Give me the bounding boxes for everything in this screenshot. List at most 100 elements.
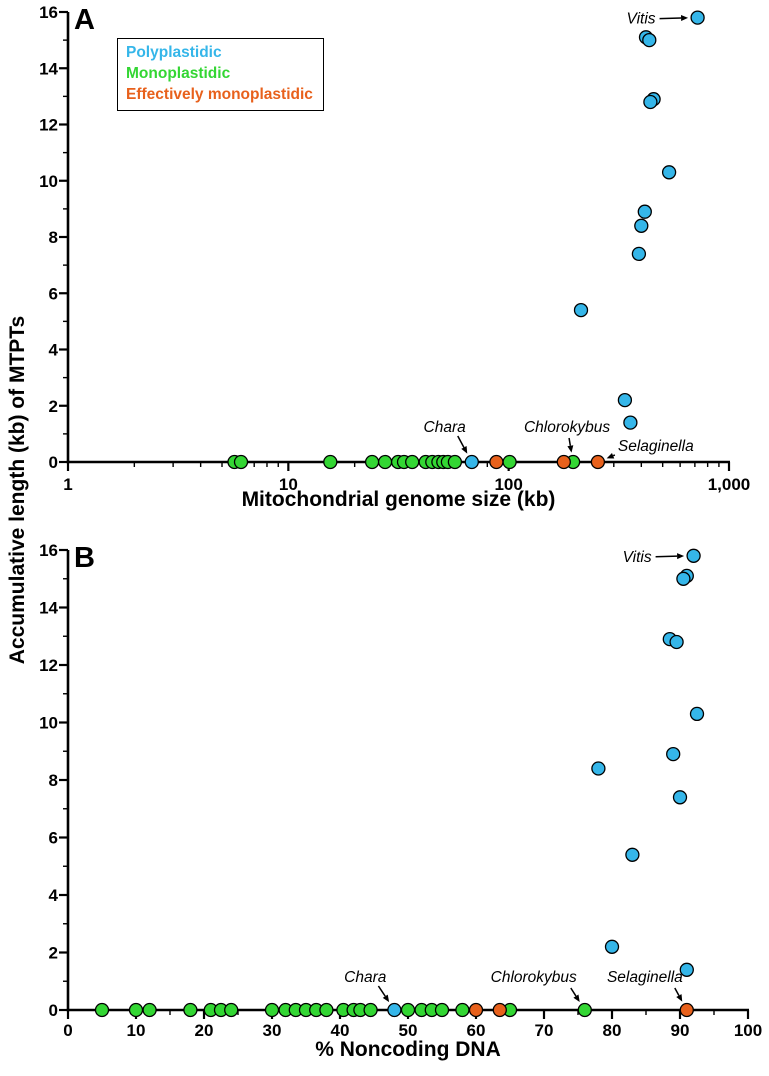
y-tick-label: 8 [49,228,58,247]
monoplastidic-point [323,454,338,470]
monoplastidic-point [128,1002,144,1018]
y-tick-label: 14 [39,59,58,78]
polyplastidic-point [464,454,479,470]
x-tick-label: 0 [63,1021,72,1040]
x-tick-label: 10 [279,475,298,494]
y-tick-label: 6 [49,284,58,303]
x-tick-label: 1 [63,475,72,494]
x-tick-label: 20 [195,1021,214,1040]
x-tick-label: 100 [734,1021,762,1040]
y-tick-label: 0 [49,453,58,472]
monoplastidic-point [377,454,393,470]
polyplastidic-point [689,706,705,722]
panel-b-x-axis-title: % Noncoding DNA [315,1038,501,1061]
effectively_monoplastidic-point [679,1002,694,1018]
y-tick-label: 10 [39,714,58,733]
monoplastidic-point [224,1002,239,1018]
polyplastidic-point [676,571,691,586]
y-tick-label: 6 [49,829,58,848]
x-tick-label: 1,000 [708,475,751,494]
polyplastidic-point [669,634,684,650]
effectively_monoplastidic-point [489,454,504,470]
monoplastidic-point [447,454,463,470]
effectively_monoplastidic-point [556,454,571,470]
panel-a-x-axis-title: Mitochondrial genome size (kb) [241,488,556,511]
x-tick-label: 50 [399,1021,418,1040]
effectively_monoplastidic-point [492,1002,507,1018]
effectively_monoplastidic-point [590,454,606,470]
x-tick-label: 70 [535,1021,554,1040]
monoplastidic-point [183,1002,198,1018]
x-tick-label: 90 [671,1021,690,1040]
monoplastidic-point [400,1002,416,1018]
monoplastidic-point [319,1002,334,1018]
polyplastidic-point [661,165,677,180]
polyplastidic-point [637,204,652,219]
y-tick-label: 16 [39,3,58,22]
monoplastidic-point [94,1002,110,1018]
annotation-arrowhead [606,452,615,459]
annotation-arrowhead [461,446,468,454]
polyplastidic-point [387,1002,402,1018]
x-tick-label: 40 [331,1021,350,1040]
polyplastidic-point [604,939,620,954]
y-tick-label: 4 [49,341,59,360]
annotation-label: Selaginella [618,438,694,455]
polyplastidic-point [679,962,694,977]
annotation-arrow-line [674,987,680,996]
polyplastidic-point [617,392,633,408]
polyplastidic-point [573,302,589,318]
annotation-arrow-line [377,985,386,997]
annotation-label: Vitis [623,549,652,566]
legend-item-polyplastidic: Polyplastidic [126,44,222,61]
monoplastidic-point [142,1002,157,1018]
annotation-arrow-line [570,987,577,997]
legend: Polyplastidic Monoplastidic Effectively … [117,38,324,111]
monoplastidic-point [502,454,517,470]
polyplastidic-point [690,10,705,25]
y-tick-label: 14 [39,599,58,618]
x-tick-label: 80 [603,1021,622,1040]
panel-b: 0 10 20 30 40 50 60 70 80 90 100 0 2 4 6 8 10 12 14 16 Vitis… [0,538,769,1076]
polyplastidic-point [642,32,657,48]
effectively_monoplastidic-point [468,1002,484,1018]
monoplastidic-point [434,1002,450,1018]
annotation-label: Selaginella [607,969,683,986]
monoplastidic-point [405,454,420,470]
annotation-label: Chlorokybus [491,969,577,986]
monoplastidic-point [364,454,380,470]
annotation-arrowhead [573,994,580,1002]
polyplastidic-point [634,218,649,233]
annotation-arrowhead [680,15,689,22]
monoplastidic-point [233,454,249,470]
annotation-arrowhead [676,994,683,1002]
legend-item-monoplastidic: Monoplastidic [126,65,231,82]
annotation-arrow-line [655,555,678,558]
y-tick-label: 8 [49,771,58,790]
annotation-arrow-line [612,454,616,457]
legend-item-effectively-monoplastidic: Effectively monoplastidic [126,86,313,103]
x-tick-label: 30 [263,1021,282,1040]
annotation-arrow-line [568,437,572,446]
y-tick-label: 4 [49,886,59,905]
annotation-label: Vitis [627,11,656,28]
polyplastidic-point [591,761,606,776]
polyplastidic-point [672,790,688,805]
polyplastidic-point [686,548,701,563]
y-tick-label: 2 [49,397,58,416]
polyplastidic-point [625,847,640,862]
annotation-label: Chara [344,969,387,986]
polyplastidic-point [623,415,638,430]
annotation-arrowhead [382,994,390,1003]
monoplastidic-point [455,1002,470,1018]
polyplastidic-point [666,746,681,762]
polyplastidic-point [631,246,647,262]
annotation-arrow-line [457,435,465,448]
panel-a: 1 10 100 1,000 0 2 4 6 8 10 12 14 16 Vitis Chara Chloro… [39,3,751,511]
polyplastidic-point [643,94,658,110]
panel-b-plot: 0 10 20 30 40 50 60 70 80 90 100 0 2 4 6 8 10 12 14 16 Vitis… [39,541,762,1040]
y-tick-label: 12 [39,656,58,675]
x-tick-label: 10 [127,1021,146,1040]
annotation-arrow-line [659,17,682,20]
annotation-arrowhead [567,445,574,453]
